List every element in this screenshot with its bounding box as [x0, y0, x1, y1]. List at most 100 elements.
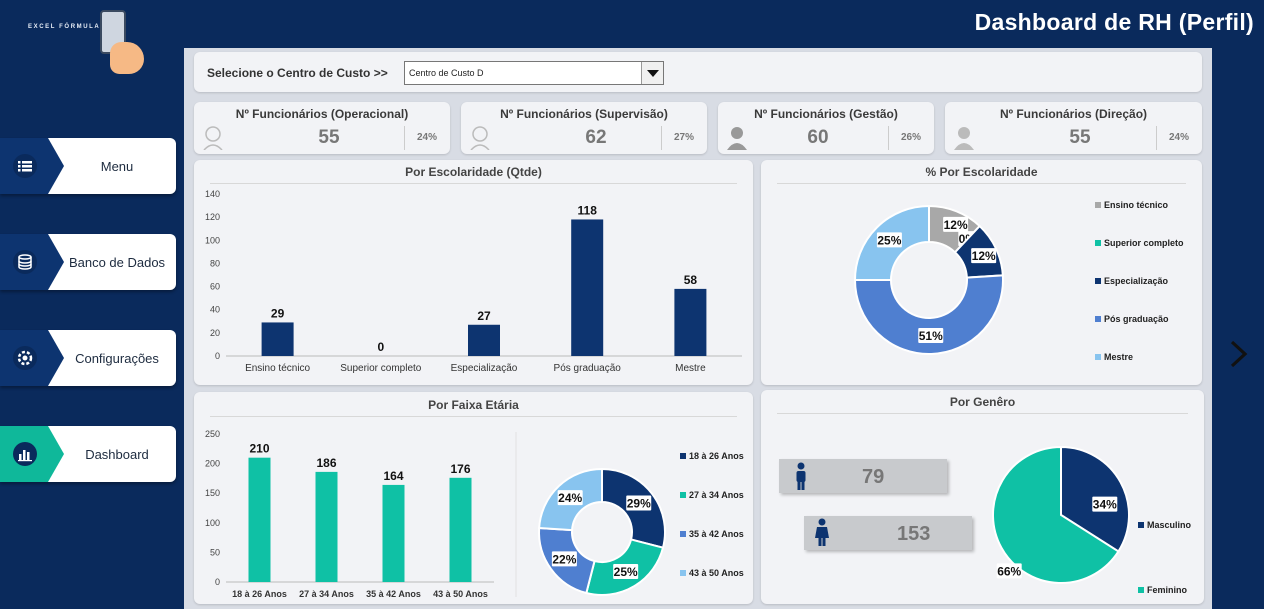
male-icon [796, 462, 806, 490]
x-tick-label: 43 à 50 Anos [433, 589, 488, 599]
person-icon [470, 126, 490, 150]
kpi-title: Nº Funcionários (Direção) [999, 107, 1148, 121]
chart-title: Por Genêro [949, 395, 1016, 409]
data-label-box [1092, 496, 1118, 512]
sidebar: EXCEL FÓRMULA Menu Banco de Dados [0, 0, 184, 609]
data-label: 210 [249, 442, 269, 456]
data-label: 58 [684, 273, 698, 287]
data-label-box [996, 563, 1022, 579]
list-icon [13, 154, 37, 178]
female-count: 153 [897, 523, 931, 545]
bar [261, 322, 294, 356]
chevron-right-icon[interactable] [1226, 338, 1252, 370]
filter-bar: Selecione o Centro de Custo >> Centro de… [194, 52, 1202, 92]
sidebar-item-tab [0, 234, 64, 290]
y-tick-label: 150 [205, 488, 220, 498]
cost-center-select[interactable]: Centro de Custo D [404, 61, 664, 85]
legend-swatch [1095, 354, 1101, 360]
y-tick-label: 250 [205, 429, 220, 439]
person-icon [203, 126, 223, 150]
data-label: 29 [271, 306, 285, 320]
genero-card: Por Genêro 79 153 34% 66% Masculino Feminin… [761, 390, 1204, 604]
data-label-box [551, 551, 577, 567]
x-tick-label: Ensino técnico [245, 363, 310, 374]
data-label-box [971, 248, 997, 264]
y-tick-label: 0 [215, 351, 220, 361]
legend-label: Especialização [1104, 276, 1169, 286]
chevron-down-icon[interactable] [641, 62, 663, 84]
kpi-value: 55 [1069, 127, 1091, 148]
donut-slice [853, 274, 1004, 355]
filter-label: Selecione o Centro de Custo >> [207, 66, 388, 80]
escolaridade-bar-chart: 0 20 40 60 80 100 120 140 29 Ensino técnico 0 Super… [205, 189, 742, 374]
sidebar-item-label: Configurações [75, 350, 159, 366]
kpi-value: 62 [585, 127, 607, 148]
kpi-divider [1156, 126, 1157, 150]
y-tick-label: 140 [205, 189, 220, 199]
legend-swatch [1095, 278, 1101, 284]
genero-donut-chart: 34% 66% Masculino Feminino [992, 445, 1192, 595]
sidebar-item-label: Menu [100, 158, 134, 174]
settings-icon [13, 346, 37, 370]
y-tick-label: 80 [210, 258, 220, 268]
kpi-title: Nº Funcionários (Supervisão) [500, 107, 668, 121]
x-tick-label: 27 à 34 Anos [299, 589, 354, 599]
database-icon [13, 250, 37, 274]
kpi-divider [888, 126, 889, 150]
sidebar-item-tab [0, 138, 64, 194]
kpi-card-direcao: Nº Funcionários (Direção) 55 24% [945, 102, 1202, 154]
kpi-card-gestao: Nº Funcionários (Gestão) 60 26% [718, 102, 934, 154]
x-tick-label: 35 à 42 Anos [366, 589, 421, 599]
chart-title: Por Escolaridade (Qtde) [405, 165, 542, 179]
y-tick-label: 60 [210, 282, 220, 292]
sidebar-item-configuracoes[interactable]: Configurações [0, 330, 176, 386]
x-tick-label: Superior completo [340, 363, 422, 374]
page-title: Dashboard de RH (Perfil) [974, 9, 1254, 35]
chart-title: Por Faixa Etária [428, 398, 519, 412]
donut-slice [992, 445, 1120, 584]
bar [248, 457, 271, 582]
title-rule [210, 183, 737, 184]
escolaridade-bar-card: Por Escolaridade (Qtde) 0 20 40 60 80 100 120 1… [194, 160, 753, 385]
data-label-box [876, 232, 902, 248]
sidebar-item-menu[interactable]: Menu [0, 138, 176, 194]
kpi-title: Nº Funcionários (Gestão) [754, 107, 898, 121]
kpi-card-supervisao: Nº Funcionários (Supervisão) 62 27% [461, 102, 707, 154]
kpi-divider [661, 126, 662, 150]
sidebar-item-label: Dashboard [85, 446, 149, 462]
legend-swatch [680, 531, 686, 537]
data-label-box [613, 564, 639, 580]
kpi-percent: 26% [900, 132, 921, 143]
faixa-etaria-card: Por Faixa Etária 0 50 100 150 200 250 210 18 à … [194, 392, 753, 604]
male-count: 79 [862, 466, 885, 488]
data-label: 25% [614, 565, 638, 579]
y-tick-label: 20 [210, 328, 220, 338]
kpi-percent: 24% [1168, 132, 1189, 143]
data-label: 118 [578, 203, 598, 217]
chart-icon [13, 442, 37, 466]
y-tick-label: 100 [205, 518, 220, 528]
legend-swatch [1095, 240, 1101, 246]
data-label-box [557, 490, 583, 506]
person-icon [727, 127, 747, 150]
kpi-title: Nº Funcionários (Operacional) [235, 107, 409, 121]
bar [674, 288, 707, 356]
logo-text: EXCEL FÓRMULA [28, 24, 101, 30]
data-label: 176 [450, 462, 470, 476]
y-tick-label: 50 [210, 547, 220, 557]
legend-swatch [1095, 316, 1101, 322]
x-tick-label: Pós graduação [554, 363, 622, 374]
bar [571, 219, 604, 356]
sidebar-item-banco-de-dados[interactable]: Banco de Dados [0, 234, 176, 290]
legend-label: Masculino [1147, 520, 1192, 530]
data-label-box [626, 495, 652, 511]
hand-icon [110, 42, 144, 74]
male-count-box [779, 459, 947, 493]
sidebar-item-dashboard[interactable]: Dashboard [0, 426, 176, 482]
data-label-box [918, 327, 944, 343]
legend-label: Pós graduação [1104, 314, 1169, 324]
y-tick-label: 100 [205, 235, 220, 245]
data-label: 24% [558, 491, 582, 505]
y-tick-label: 200 [205, 459, 220, 469]
